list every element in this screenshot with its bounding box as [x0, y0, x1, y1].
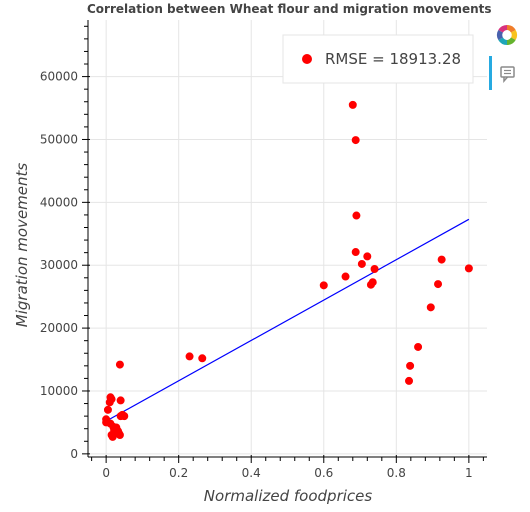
x-axis-label: Normalized foodprices — [204, 487, 373, 505]
data-point — [405, 376, 414, 385]
data-point — [414, 342, 423, 351]
data-point — [348, 100, 357, 109]
x-tick-label: 0.6 — [314, 466, 333, 480]
data-point — [363, 252, 372, 261]
bokeh-logo-graphic — [496, 24, 518, 46]
y-tick-label: 20000 — [40, 321, 78, 335]
y-tick-label: 0 — [70, 447, 78, 461]
axes: 0 0.2 0.4 0.6 0.8 1 0 10000 20000 30000 40000 50000… — [40, 20, 487, 480]
data-point — [464, 264, 473, 273]
data-point — [368, 278, 377, 287]
legend-box — [282, 34, 474, 84]
regression-line — [105, 218, 470, 422]
y-tick-label: 10000 — [40, 384, 78, 398]
toolbar — [489, 18, 525, 98]
x-tick-label: 0.2 — [169, 466, 188, 480]
x-tick-label: 0.8 — [387, 466, 406, 480]
data-point — [370, 264, 379, 273]
data-point — [115, 360, 124, 369]
data-point — [116, 396, 125, 405]
hover-tool-graphic — [500, 66, 515, 83]
hover-tool-icon[interactable] — [496, 62, 520, 86]
data-point — [426, 303, 435, 312]
data-point — [198, 354, 207, 363]
legend-marker — [302, 54, 312, 64]
y-tick-label: 40000 — [40, 195, 78, 209]
bokeh-logo-icon[interactable] — [494, 22, 520, 48]
data-point — [351, 248, 360, 257]
chart-title: Correlation between Wheat flour and migr… — [87, 2, 492, 16]
data-point — [103, 405, 112, 414]
toolbar-active-indicator — [489, 56, 492, 90]
y-tick-label: 60000 — [40, 70, 78, 84]
x-tick-label: 0 — [102, 466, 110, 480]
data-point — [434, 280, 443, 289]
legend: RMSE = 18913.28 — [282, 34, 474, 84]
y-tick-label: 30000 — [40, 258, 78, 272]
data-point — [406, 361, 415, 370]
regression-line-layer — [105, 218, 470, 422]
y-axis-label: Migration movements — [13, 163, 31, 328]
grid — [88, 20, 487, 457]
data-point — [319, 281, 328, 290]
data-point — [351, 136, 360, 145]
legend-label: RMSE = 18913.28 — [325, 50, 461, 68]
x-tick-label: 0.4 — [242, 466, 261, 480]
data-point — [437, 255, 446, 264]
data-point — [185, 352, 194, 361]
y-tick-label: 50000 — [40, 132, 78, 146]
data-point — [115, 430, 124, 439]
data-point — [341, 272, 350, 281]
data-point — [357, 259, 366, 268]
data-point — [120, 412, 129, 421]
scatter-points — [102, 100, 473, 441]
data-point — [107, 395, 116, 404]
data-point — [352, 211, 361, 220]
x-tick-label: 1 — [465, 466, 473, 480]
